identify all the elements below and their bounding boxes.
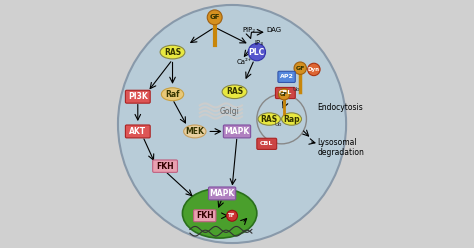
FancyBboxPatch shape (257, 138, 277, 149)
Text: GF: GF (296, 66, 305, 71)
Text: MAPK: MAPK (224, 127, 250, 136)
Text: GF: GF (210, 14, 220, 20)
Text: Raf: Raf (165, 90, 180, 99)
Text: degradation: degradation (318, 148, 365, 157)
Text: GF: GF (280, 92, 288, 97)
FancyBboxPatch shape (126, 125, 150, 138)
FancyBboxPatch shape (209, 187, 236, 200)
Text: RAS: RAS (226, 87, 243, 96)
Text: RAS: RAS (261, 115, 278, 124)
Ellipse shape (118, 5, 346, 243)
Text: MAPK: MAPK (210, 189, 235, 198)
Text: Lysosomal: Lysosomal (318, 138, 357, 147)
Text: FKH: FKH (156, 162, 174, 171)
Ellipse shape (258, 113, 281, 125)
Text: AKT: AKT (129, 127, 146, 136)
Circle shape (227, 210, 237, 221)
Text: TF: TF (228, 213, 236, 218)
Text: Rap: Rap (283, 115, 300, 124)
Ellipse shape (182, 188, 257, 238)
Text: FKH: FKH (196, 211, 214, 220)
Text: CBL: CBL (260, 141, 273, 146)
Text: Golgi: Golgi (219, 107, 239, 116)
Circle shape (278, 89, 290, 100)
Circle shape (248, 43, 265, 61)
FancyBboxPatch shape (193, 210, 216, 222)
Text: IP₃: IP₃ (255, 40, 263, 46)
FancyBboxPatch shape (126, 90, 150, 103)
FancyBboxPatch shape (278, 71, 295, 82)
Circle shape (294, 62, 306, 74)
FancyBboxPatch shape (153, 160, 177, 172)
Text: Ca²⁺: Ca²⁺ (237, 60, 253, 65)
Text: Endocytosis: Endocytosis (318, 103, 364, 112)
Text: Dyn: Dyn (308, 67, 320, 72)
Ellipse shape (160, 45, 185, 59)
Circle shape (308, 63, 320, 76)
Text: Ub: Ub (293, 87, 300, 92)
FancyBboxPatch shape (223, 125, 251, 138)
Ellipse shape (222, 85, 247, 98)
Text: PI3K: PI3K (128, 92, 148, 101)
Text: DAG: DAG (267, 27, 282, 33)
Ellipse shape (282, 113, 301, 125)
Text: CBL: CBL (279, 91, 292, 95)
Circle shape (207, 10, 222, 25)
Ellipse shape (184, 125, 206, 138)
Text: AP2: AP2 (280, 74, 293, 79)
Text: Ub: Ub (274, 122, 282, 126)
Text: PIP₂: PIP₂ (242, 27, 255, 33)
Text: PLC: PLC (249, 48, 265, 57)
Text: MEK: MEK (185, 127, 204, 136)
Ellipse shape (161, 88, 184, 101)
Text: RAS: RAS (164, 48, 181, 57)
FancyBboxPatch shape (275, 87, 295, 98)
